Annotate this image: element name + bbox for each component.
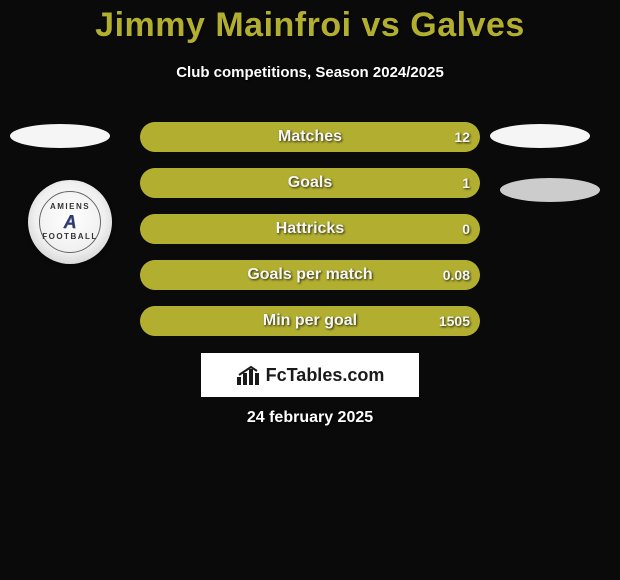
stat-bar-row: Goals1 [140, 168, 480, 198]
stat-bar-row: Goals per match0.08 [140, 260, 480, 290]
stat-bar-row: Min per goal1505 [140, 306, 480, 336]
bar-label: Goals per match [140, 260, 480, 290]
bar-label: Matches [140, 122, 480, 152]
player-left-photo-oval [10, 124, 110, 148]
brand-text: FcTables.com [266, 365, 385, 386]
date-label: 24 february 2025 [0, 409, 620, 427]
bar-value-right: 12 [454, 122, 470, 152]
bar-value-right: 1 [462, 168, 470, 198]
subtitle: Club competitions, Season 2024/2025 [0, 64, 620, 81]
club-badge-inner: AMIENS A FOOTBALL [39, 191, 101, 253]
club-badge-top-text: AMIENS [50, 203, 90, 211]
bar-label: Hattricks [140, 214, 480, 244]
bar-value-right: 0 [462, 214, 470, 244]
bar-label: Min per goal [140, 306, 480, 336]
bar-value-right: 0.08 [443, 260, 470, 290]
brand-chart-icon [236, 365, 262, 385]
player-right-photo-oval-2 [500, 178, 600, 202]
bar-value-right: 1505 [439, 306, 470, 336]
stat-bars: Matches12 Goals1 Hattricks0 Goals per match… [140, 122, 480, 352]
stat-bar-row: Hattricks0 [140, 214, 480, 244]
stat-bar-row: Matches12 [140, 122, 480, 152]
h2h-infographic: Jimmy Mainfroi vs Galves Club competitio… [0, 0, 620, 580]
page-title: Jimmy Mainfroi vs Galves [0, 6, 620, 45]
club-badge-mid-text: A [64, 213, 77, 231]
brand-box: FcTables.com [201, 353, 419, 397]
player-right-photo-oval-1 [490, 124, 590, 148]
bar-label: Goals [140, 168, 480, 198]
player-left-club-badge: AMIENS A FOOTBALL [28, 180, 112, 264]
club-badge-bottom-text: FOOTBALL [42, 233, 98, 241]
